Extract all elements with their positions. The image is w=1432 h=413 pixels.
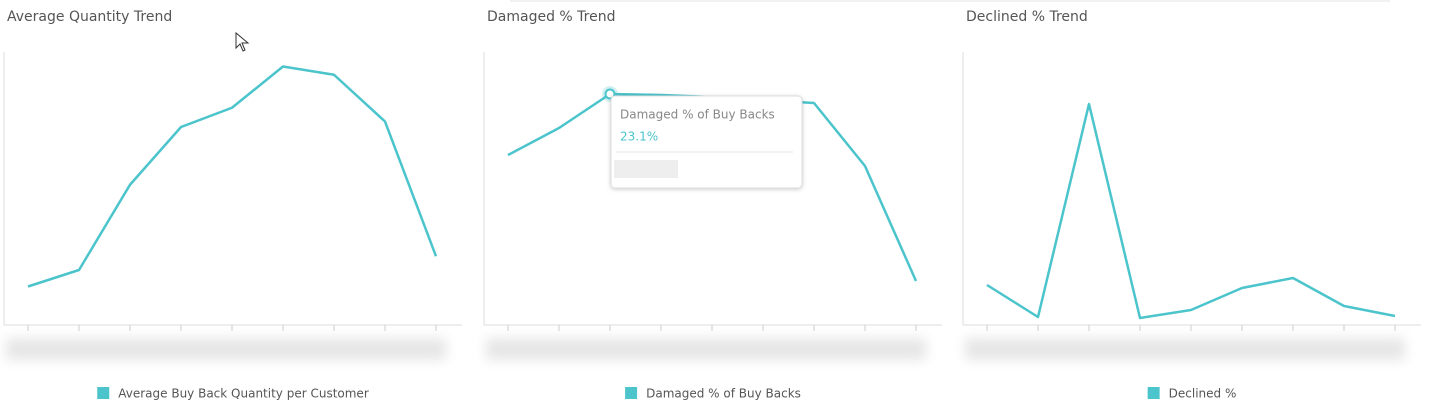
- chart-title: Average Quantity Trend: [7, 9, 172, 25]
- legend: Average Buy Back Quantity per Customer: [97, 387, 369, 401]
- chart-title: Damaged % Trend: [487, 9, 615, 25]
- tooltip-value: 23.1%: [620, 130, 658, 144]
- legend-label: Average Buy Back Quantity per Customer: [118, 387, 369, 401]
- legend-label: Damaged % of Buy Backs: [646, 387, 801, 401]
- charts: Average Quantity Trend Average Buy Back Q…: [3, 9, 1421, 401]
- legend: Damaged % of Buy Backs: [625, 387, 801, 401]
- blurred-x-labels: [965, 338, 1405, 360]
- legend-swatch: [625, 387, 638, 399]
- tooltip: Damaged % of Buy Backs 23.1%: [610, 95, 803, 189]
- tooltip-series-name: Damaged % of Buy Backs: [620, 108, 775, 122]
- tooltip-blurred: [614, 160, 678, 178]
- chart-title: Declined % Trend: [966, 9, 1088, 25]
- trend-line: [986, 102, 1396, 320]
- mouse-cursor: [235, 31, 250, 52]
- hover-point: [604, 88, 616, 100]
- legend-swatch: [97, 387, 110, 399]
- trend-line: [27, 65, 438, 288]
- blurred-x-labels: [6, 338, 446, 360]
- legend-swatch: [1147, 387, 1160, 399]
- legend-label: Declined %: [1169, 387, 1237, 401]
- blurred-x-labels: [486, 338, 926, 360]
- legend: Declined %: [1147, 387, 1237, 401]
